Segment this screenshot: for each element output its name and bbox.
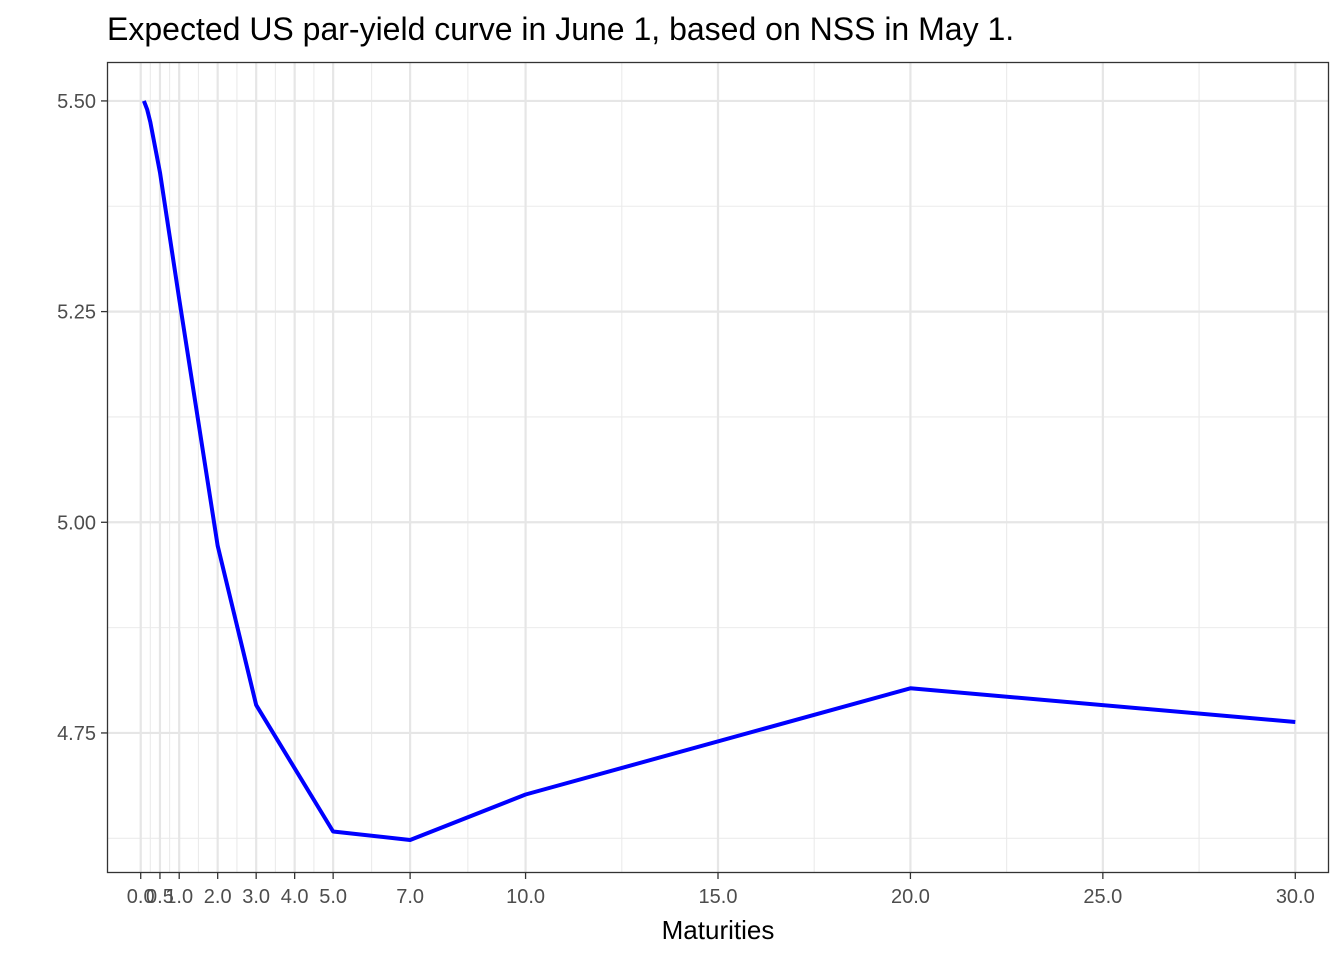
x-tick-label: 0.5 — [146, 886, 174, 908]
x-tick-label: 25.0 — [1083, 886, 1122, 908]
x-tick-label: 7.0 — [396, 886, 424, 908]
x-tick-label: 15.0 — [699, 886, 738, 908]
plot-series — [142, 100, 1296, 842]
x-tick-label: 30.0 — [1276, 886, 1315, 908]
x-tick-label: 2.0 — [204, 886, 232, 908]
x-tick-label: 1.0 — [165, 886, 193, 908]
series-line-0 — [142, 100, 1296, 842]
grid — [108, 63, 1328, 872]
y-tick-label: 5.50 — [57, 91, 96, 113]
x-axis-title: Maturities — [662, 915, 775, 945]
x-tick-label: 0.0 — [127, 886, 155, 908]
x-axis: 0.00.51.0 2.0 3.0 4.0 5.0 7.0 10.0 15.0 20.0 25.0… — [127, 872, 1315, 908]
x-tick-label: 5.0 — [319, 886, 347, 908]
x-tick-label: 4.0 — [281, 886, 309, 908]
x-tick-label: 10.0 — [506, 886, 545, 908]
y-tick-label: 5.25 — [57, 302, 96, 324]
y-tick-label: 5.00 — [57, 512, 96, 534]
y-tick-label: 4.75 — [57, 723, 96, 745]
chart-title: Expected US par-yield curve in June 1, b… — [107, 11, 1014, 47]
x-tick-label: 20.0 — [891, 886, 930, 908]
x-tick-label: 3.0 — [242, 886, 270, 908]
y-axis: 4.75 5.00 5.25 5.50 — [57, 91, 108, 745]
